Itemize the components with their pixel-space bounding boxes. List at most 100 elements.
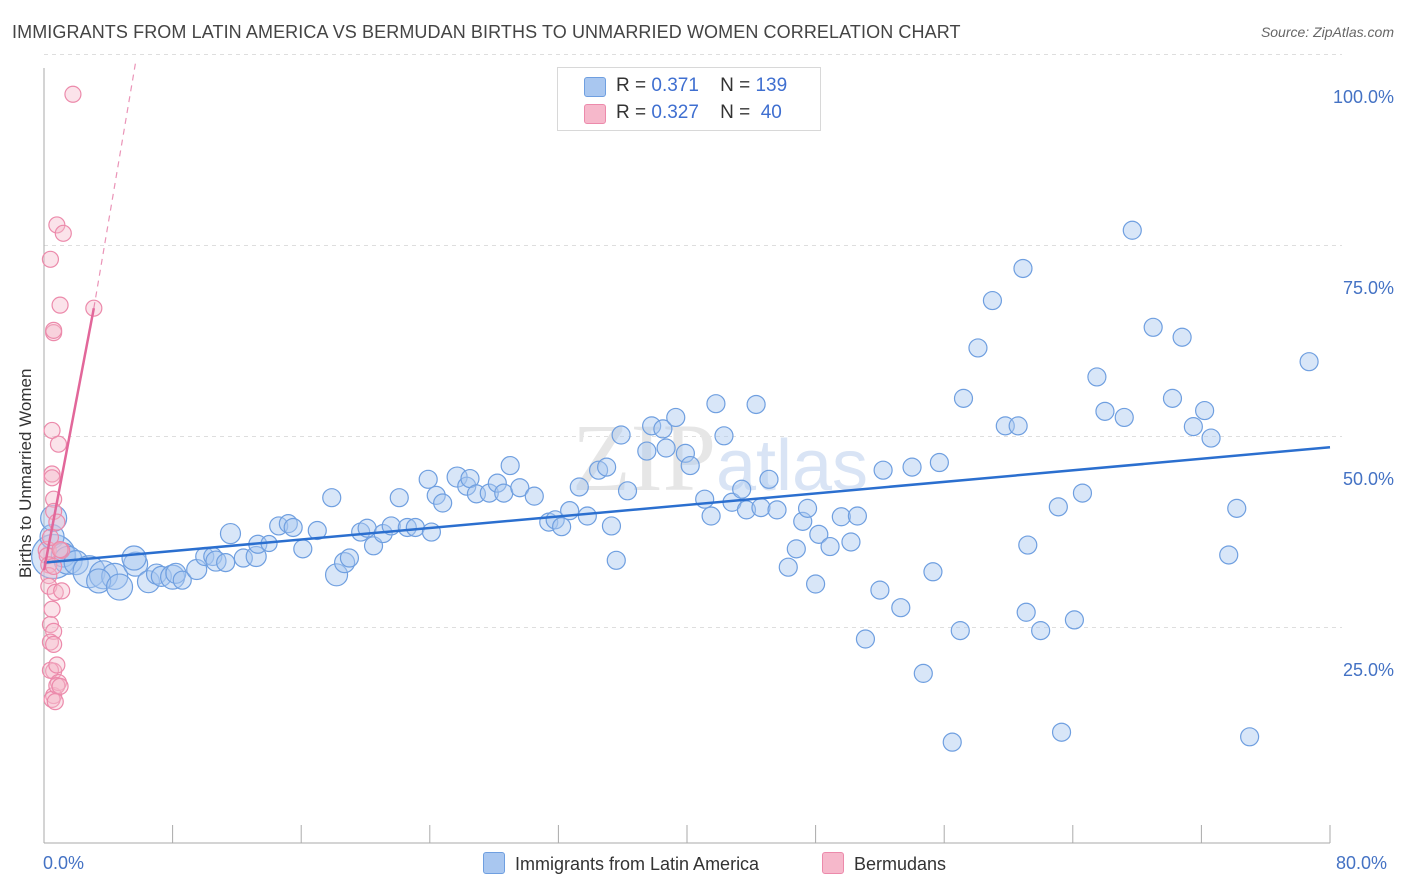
data-point <box>714 426 734 446</box>
data-point <box>953 388 974 408</box>
data-point <box>950 621 970 641</box>
legend-swatch-pink <box>584 104 606 124</box>
data-point <box>1008 416 1028 436</box>
x-tick-label: 80.0% <box>1336 853 1388 873</box>
data-point <box>307 520 327 541</box>
data-point <box>479 483 499 503</box>
data-point <box>1299 352 1319 372</box>
legend: R = 0.371 N = 139 R = 0.327 N = 40 <box>557 67 821 131</box>
data-point <box>216 553 236 573</box>
source-label: Source: ZipAtlas.com <box>1260 24 1394 40</box>
data-point <box>831 507 851 527</box>
data-point <box>1013 258 1033 279</box>
data-point <box>637 441 657 461</box>
data-point <box>43 421 61 440</box>
data-point <box>324 563 349 587</box>
data-point <box>487 473 507 493</box>
data-point <box>405 517 425 538</box>
data-point <box>606 550 626 570</box>
data-point <box>1064 610 1085 630</box>
data-point <box>524 486 544 506</box>
y-tick-label: 25.0% <box>1342 660 1394 680</box>
axes <box>43 68 1331 844</box>
data-point <box>172 570 192 590</box>
data-point <box>41 250 60 268</box>
data-point <box>49 435 68 453</box>
data-point <box>870 580 890 600</box>
data-point <box>293 539 313 559</box>
data-point <box>680 455 700 476</box>
series-latin-america <box>31 220 1319 752</box>
data-point <box>205 550 227 572</box>
data-point <box>797 498 818 518</box>
data-point <box>675 443 695 463</box>
data-point <box>136 570 161 594</box>
grid-lines <box>44 54 1342 629</box>
data-point <box>913 663 933 683</box>
y-tick-label: 50.0% <box>1342 469 1394 489</box>
watermark: ZIPatlas <box>572 404 868 511</box>
data-point <box>43 469 61 487</box>
data-point <box>1227 498 1247 518</box>
data-point <box>219 522 242 545</box>
data-point <box>656 438 676 458</box>
data-point <box>1072 483 1093 503</box>
bottom-legend-label: Bermudans <box>854 854 947 874</box>
series-bermudans <box>37 85 103 711</box>
data-point <box>666 407 686 428</box>
data-point <box>1162 388 1183 408</box>
legend-n-label: N = <box>720 75 751 96</box>
legend-r-label: R = <box>616 102 647 123</box>
data-point <box>46 583 64 602</box>
data-point <box>64 85 82 103</box>
data-point <box>653 419 673 439</box>
data-point <box>494 483 514 503</box>
trend-line-bermudans-extension <box>93 62 137 309</box>
data-point <box>433 493 453 513</box>
data-point <box>1051 722 1072 742</box>
data-point <box>43 465 61 483</box>
data-point <box>51 541 69 559</box>
bottom-legend-swatch-pink <box>822 852 844 874</box>
data-point <box>611 425 631 445</box>
data-point <box>1018 535 1038 555</box>
data-point <box>1114 407 1134 428</box>
data-point <box>283 517 303 538</box>
data-point <box>51 296 69 314</box>
data-point <box>45 321 63 339</box>
data-point <box>786 539 806 559</box>
data-point <box>1195 400 1215 421</box>
legend-r-label: R = <box>616 75 647 96</box>
data-point <box>1172 327 1192 347</box>
data-point <box>569 477 589 497</box>
data-point <box>552 517 572 537</box>
data-point <box>968 338 988 358</box>
data-point <box>847 506 867 526</box>
data-point <box>820 536 840 557</box>
data-point <box>1087 367 1107 387</box>
data-point <box>759 469 779 489</box>
data-point <box>426 485 446 505</box>
data-point <box>45 622 63 640</box>
data-point <box>105 573 134 601</box>
data-point <box>1016 602 1036 622</box>
watermark-atlas: atlas <box>716 426 868 506</box>
data-point <box>48 656 66 674</box>
data-point <box>53 582 71 600</box>
data-point <box>1219 545 1239 565</box>
data-point <box>1240 727 1260 747</box>
data-point <box>389 488 409 508</box>
data-point <box>701 506 721 526</box>
data-point <box>736 500 757 520</box>
bottom-legend-bermudans: Bermudans <box>822 852 946 875</box>
y-tick-label: 75.0% <box>1342 278 1394 298</box>
bottom-legend-label: Immigrants from Latin America <box>515 854 760 874</box>
data-point <box>929 452 949 473</box>
data-point <box>121 545 147 571</box>
data-point <box>767 500 787 520</box>
data-point <box>642 416 662 436</box>
data-point <box>43 600 61 618</box>
data-point <box>805 574 826 594</box>
data-point <box>1048 497 1068 517</box>
